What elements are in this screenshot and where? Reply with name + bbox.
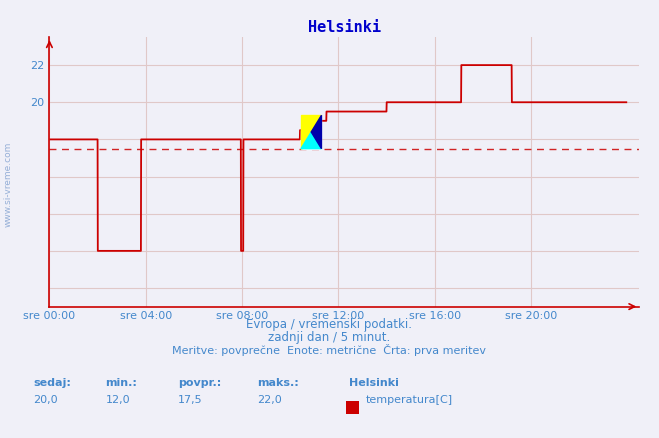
Text: zadnji dan / 5 minut.: zadnji dan / 5 minut.	[268, 331, 391, 344]
Text: Helsinki: Helsinki	[349, 378, 399, 388]
Polygon shape	[301, 115, 322, 148]
Bar	[301, 115, 322, 148]
Text: min.:: min.:	[105, 378, 137, 388]
Text: www.si-vreme.com: www.si-vreme.com	[3, 141, 13, 226]
Text: Meritve: povprečne  Enote: metrične  Črta: prva meritev: Meritve: povprečne Enote: metrične Črta:…	[173, 344, 486, 356]
Text: 12,0: 12,0	[105, 395, 130, 405]
Text: 22,0: 22,0	[257, 395, 282, 405]
Text: temperatura[C]: temperatura[C]	[366, 395, 453, 405]
Text: sedaj:: sedaj:	[33, 378, 71, 388]
Title: Helsinki: Helsinki	[308, 20, 381, 35]
Text: Evropa / vremenski podatki.: Evropa / vremenski podatki.	[246, 318, 413, 331]
Text: povpr.:: povpr.:	[178, 378, 221, 388]
Polygon shape	[301, 132, 322, 148]
Text: 17,5: 17,5	[178, 395, 202, 405]
Polygon shape	[311, 115, 322, 148]
Text: maks.:: maks.:	[257, 378, 299, 388]
Text: 20,0: 20,0	[33, 395, 57, 405]
